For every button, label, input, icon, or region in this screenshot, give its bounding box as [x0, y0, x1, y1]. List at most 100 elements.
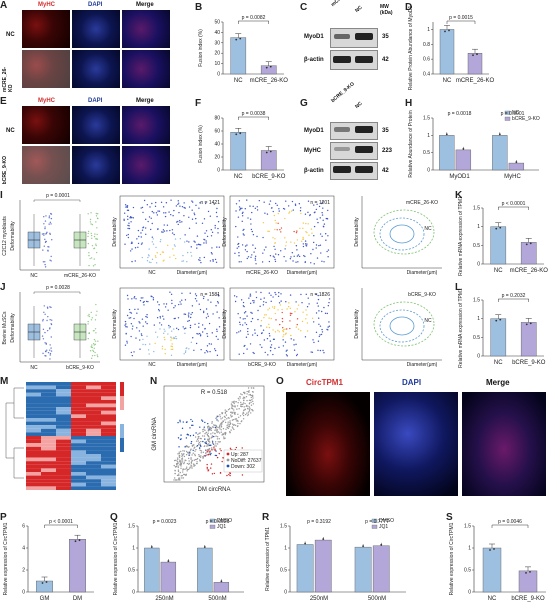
data-point: [44, 331, 46, 334]
data-point: [323, 226, 325, 228]
data-point: [241, 220, 243, 223]
data-point: [222, 428, 225, 430]
data-point: [213, 435, 215, 438]
data-point: [167, 309, 169, 311]
data-point: [319, 325, 322, 327]
bar: [439, 29, 455, 75]
data-point: [244, 408, 246, 411]
heatmap-cell: [71, 396, 86, 400]
data-point: [236, 419, 239, 422]
legend-label: Down: 302: [231, 464, 255, 470]
data-point: [279, 323, 281, 326]
data-point: [321, 328, 323, 331]
data-point: [231, 419, 234, 421]
data-point: [178, 451, 180, 453]
data-point: [250, 256, 252, 258]
y-tick-label: 20: [214, 155, 220, 161]
micrograph: [72, 106, 120, 144]
data-point: [237, 236, 239, 238]
data-point: [200, 452, 202, 454]
p-value: p = 0.0001: [501, 111, 525, 117]
heatmap-cell: [101, 457, 116, 462]
data-point: [242, 211, 244, 214]
data-point: [183, 353, 185, 355]
data-point: [131, 328, 134, 330]
band-label: MyHC: [304, 148, 322, 154]
data-point: [205, 452, 207, 455]
data-point: [207, 438, 209, 441]
data-point: [252, 299, 254, 302]
data-point: [193, 349, 195, 351]
heatmap-cell: [71, 482, 86, 487]
data-point: [284, 328, 286, 330]
y-tick-label: 0.5: [423, 150, 430, 156]
data-point: [238, 399, 240, 401]
data-point: [256, 206, 258, 208]
y-axis-label: Deformability: [10, 313, 16, 343]
data-point: [131, 260, 133, 263]
x-tick-label: 500nM: [208, 596, 226, 602]
data-point: [210, 301, 212, 303]
data-point: [320, 202, 323, 205]
data-point: [197, 443, 200, 445]
data-point: [247, 333, 249, 336]
dendrogram: [5, 387, 24, 479]
data-point: [277, 212, 280, 215]
data-point: [180, 460, 182, 462]
data-point: [214, 227, 216, 229]
heatmap-cell: [101, 468, 116, 472]
data-point: [258, 199, 261, 202]
data-point: [231, 404, 233, 406]
legend-swatch: [209, 524, 216, 529]
data-point: [186, 462, 189, 465]
data-point: [209, 429, 211, 431]
data-point: [215, 335, 217, 338]
data-point: [124, 243, 126, 245]
data-point: [244, 317, 246, 320]
x-axis-label: Diameter(μm): [287, 362, 318, 368]
data-point: [205, 242, 207, 244]
data-point: [305, 245, 308, 247]
data-point: [139, 300, 142, 302]
data-point: [246, 407, 249, 410]
data-point: [165, 212, 167, 214]
data-point: [201, 435, 204, 437]
heatmap-cell: [41, 389, 56, 393]
micrograph: [122, 146, 170, 184]
data-point: [183, 328, 186, 330]
data-point: [217, 415, 219, 417]
data-point: [283, 255, 285, 258]
data-point: [243, 391, 246, 394]
data-point: [186, 468, 189, 471]
data-point: [179, 419, 181, 422]
data-point: [281, 317, 284, 320]
data-point: [279, 304, 282, 306]
heatmap-cell: [101, 428, 116, 433]
data-point: [231, 426, 234, 428]
col-label-merge: Merge: [486, 378, 510, 387]
correlation-label: R = 0.518: [201, 390, 228, 396]
data-point: [199, 443, 201, 445]
heatmap-cell: [56, 414, 71, 418]
data-point: [128, 227, 131, 230]
data-point: [498, 133, 501, 136]
data-point: [176, 221, 178, 223]
data-point: [278, 302, 281, 304]
data-point: [274, 202, 277, 205]
micrograph: [22, 50, 70, 88]
bar: [520, 242, 537, 265]
data-point: [50, 336, 52, 338]
data-point: [305, 293, 307, 296]
data-point: [190, 458, 192, 460]
data-point: [240, 299, 243, 301]
heatmap-cell: [56, 436, 71, 440]
data-point: [209, 350, 211, 353]
data-point: [170, 337, 173, 339]
data-point: [247, 405, 249, 407]
legend-label: NC: [424, 226, 432, 232]
data-point: [274, 248, 276, 250]
data-point: [241, 324, 244, 326]
data-point: [45, 215, 47, 217]
data-point: [320, 333, 323, 336]
n-count: n = 1201: [310, 200, 330, 206]
